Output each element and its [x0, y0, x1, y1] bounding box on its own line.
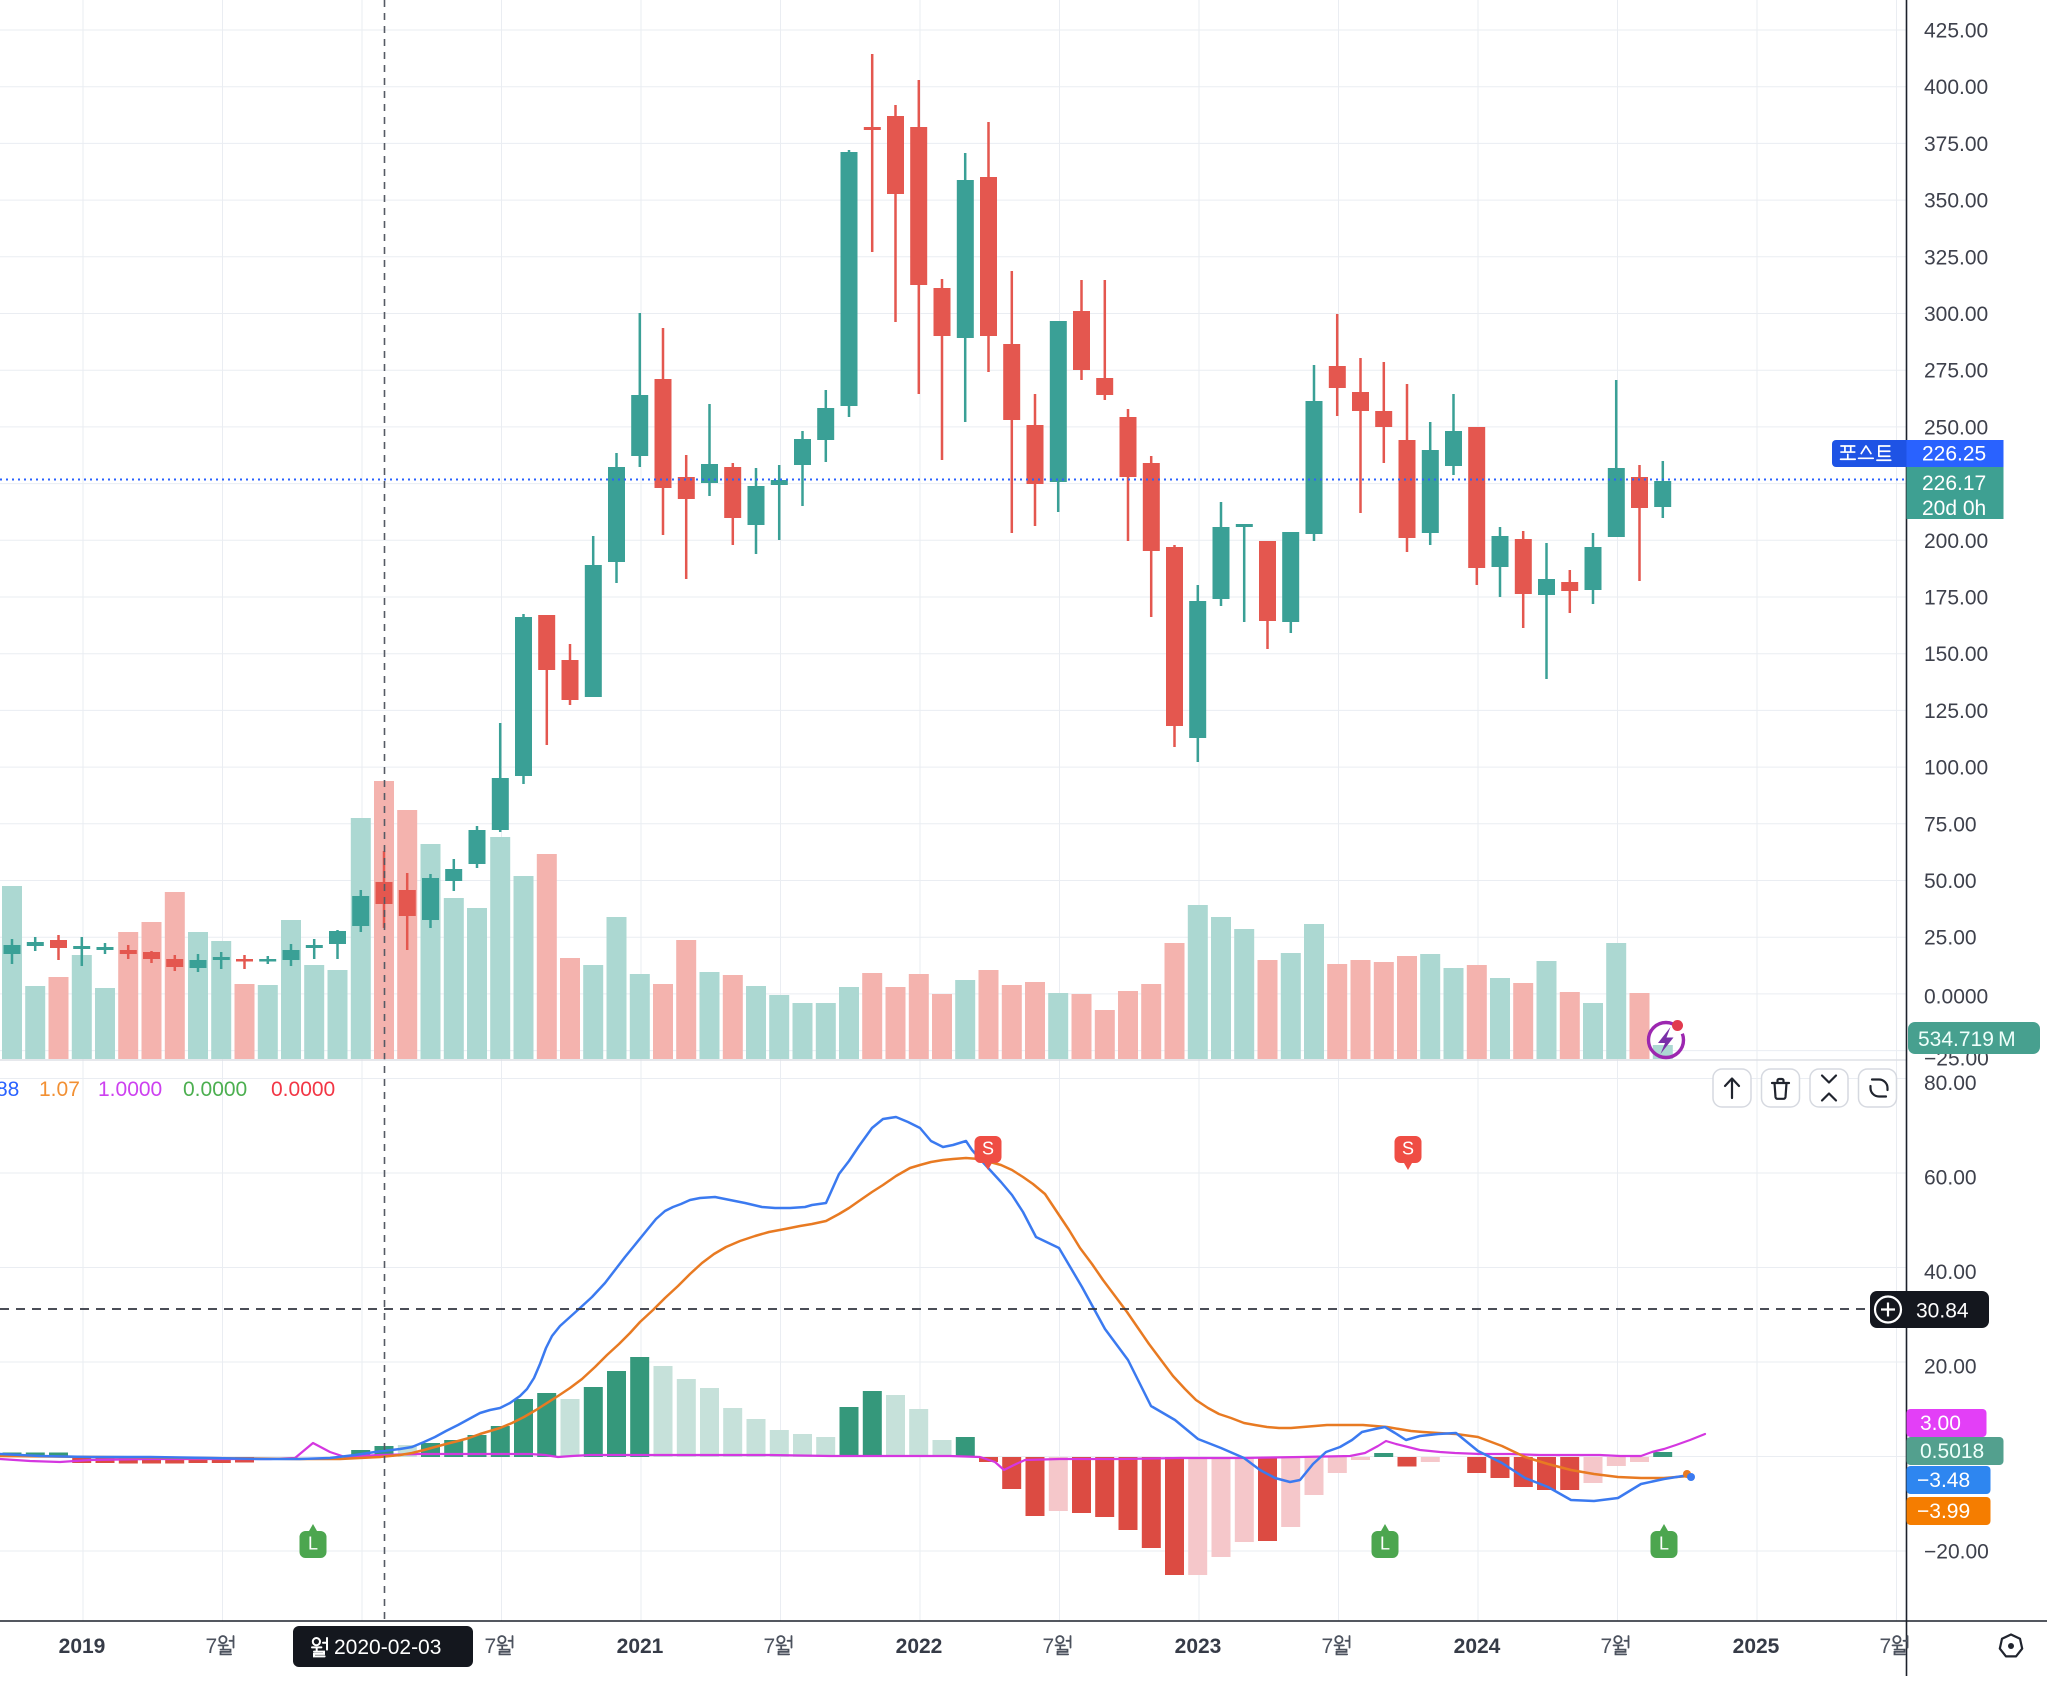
- svg-text:7: 7: [1043, 1635, 1055, 1658]
- svg-text:325.00: 325.00: [1924, 246, 1988, 269]
- svg-text:275.00: 275.00: [1924, 360, 1988, 383]
- svg-text:7: 7: [1322, 1635, 1334, 1658]
- svg-text:80.00: 80.00: [1924, 1072, 1977, 1095]
- svg-text:L: L: [308, 1534, 318, 1554]
- svg-text:2024: 2024: [1454, 1635, 1501, 1658]
- svg-text:60.00: 60.00: [1924, 1167, 1977, 1190]
- svg-text:20.00: 20.00: [1924, 1356, 1977, 1379]
- svg-text:40.00: 40.00: [1924, 1261, 1977, 1284]
- svg-text:400.00: 400.00: [1924, 76, 1988, 99]
- svg-text:L: L: [1659, 1534, 1669, 1554]
- svg-text:−20.00: −20.00: [1924, 1541, 1989, 1564]
- svg-text:150.00: 150.00: [1924, 643, 1988, 666]
- svg-text:226.17: 226.17: [1922, 472, 1986, 495]
- svg-text:2025: 2025: [1733, 1635, 1780, 1658]
- svg-text:25.00: 25.00: [1924, 927, 1977, 950]
- svg-text:300.00: 300.00: [1924, 303, 1988, 326]
- svg-text:3.00: 3.00: [1920, 1412, 1961, 1435]
- svg-text:534.719 M: 534.719 M: [1918, 1028, 2016, 1051]
- svg-text:175.00: 175.00: [1924, 587, 1988, 610]
- svg-text:0.0000: 0.0000: [183, 1078, 247, 1101]
- svg-text:1.07: 1.07: [39, 1078, 80, 1101]
- svg-text:7: 7: [206, 1635, 218, 1658]
- svg-text:350.00: 350.00: [1924, 190, 1988, 213]
- svg-text:30.84: 30.84: [1916, 1300, 1969, 1323]
- svg-text:0.0000: 0.0000: [271, 1078, 335, 1101]
- svg-text:S: S: [982, 1139, 994, 1159]
- svg-text:75.00: 75.00: [1924, 813, 1977, 836]
- svg-text:226.25: 226.25: [1922, 443, 1986, 466]
- svg-text:7: 7: [1601, 1635, 1613, 1658]
- svg-text:0.5018: 0.5018: [1920, 1440, 1984, 1463]
- svg-text:−3.48: −3.48: [1917, 1469, 1970, 1492]
- svg-text:S: S: [1402, 1139, 1414, 1159]
- svg-text:375.00: 375.00: [1924, 133, 1988, 156]
- svg-text:20d 0h: 20d 0h: [1922, 497, 1986, 520]
- svg-text:L: L: [1380, 1534, 1390, 1554]
- svg-text:7: 7: [764, 1635, 776, 1658]
- svg-text:1.0000: 1.0000: [98, 1078, 162, 1101]
- svg-text:7: 7: [1880, 1635, 1892, 1658]
- svg-text:−3.99: −3.99: [1917, 1500, 1970, 1523]
- svg-text:2020-02-03: 2020-02-03: [334, 1636, 441, 1659]
- svg-text:250.00: 250.00: [1924, 416, 1988, 439]
- svg-text:2021: 2021: [617, 1635, 664, 1658]
- svg-text:2019: 2019: [59, 1635, 106, 1658]
- svg-text:50.00: 50.00: [1924, 870, 1977, 893]
- svg-text:2023: 2023: [1175, 1635, 1222, 1658]
- svg-text:88: 88: [0, 1078, 19, 1101]
- svg-text:125.00: 125.00: [1924, 700, 1988, 723]
- svg-text:7: 7: [485, 1635, 497, 1658]
- svg-text:0.0000: 0.0000: [1924, 986, 1988, 1009]
- svg-text:200.00: 200.00: [1924, 530, 1988, 553]
- svg-text:100.00: 100.00: [1924, 757, 1988, 780]
- svg-text:425.00: 425.00: [1924, 20, 1988, 43]
- svg-text:2022: 2022: [896, 1635, 943, 1658]
